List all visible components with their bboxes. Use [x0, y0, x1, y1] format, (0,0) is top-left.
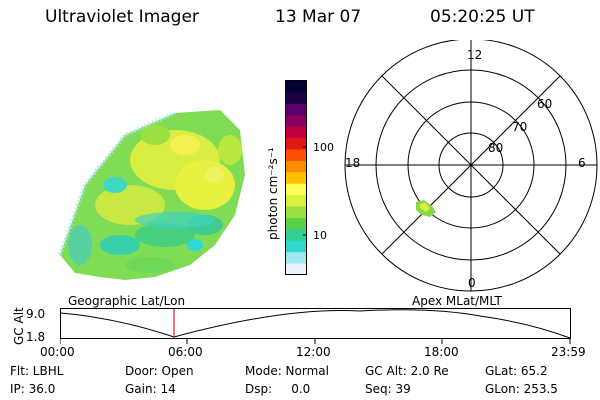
time: 05:20:25 UT — [430, 7, 535, 27]
colorbar-tick-100: 100 — [313, 141, 334, 154]
polar-panel-label: Apex MLat/MLT — [412, 294, 502, 308]
colorbar-cell — [286, 149, 306, 162]
lat-label-70: 70 — [512, 120, 528, 134]
colorbar-cell — [286, 126, 306, 139]
orbit-xtick: 23:59 — [551, 345, 586, 359]
orbit-axis-label: GC Alt — [12, 307, 26, 345]
colorbar-cell — [286, 138, 306, 150]
colorbar-cell — [286, 263, 306, 276]
date: 13 Mar 07 — [275, 7, 362, 27]
colorbar-cell — [286, 103, 306, 116]
orbit-ytick-bottom: 1.8 — [26, 330, 46, 344]
colorbar — [285, 80, 307, 276]
orbit-xtick: 18:00 — [424, 345, 459, 359]
lat-label-80: 80 — [488, 141, 504, 155]
auroral-image — [58, 110, 245, 280]
colorbar-cell — [286, 229, 306, 242]
filter-info: Flt: LBHL — [10, 364, 64, 378]
orbit-xtick: 12:00 — [296, 345, 331, 359]
glon-info: GLon: 253.5 — [485, 382, 558, 396]
colorbar-cell — [286, 252, 306, 265]
gain-info: Gain: 14 — [125, 382, 176, 396]
colorbar-cell — [286, 206, 306, 219]
colorbar-cell — [286, 195, 306, 208]
colorbar-cell — [286, 183, 306, 196]
colorbar-tick-10: 10 — [313, 229, 327, 242]
colorbar-cell — [286, 92, 306, 105]
dsp-info: Dsp: 0.0 — [245, 382, 311, 396]
orbit-xtick: 00:00 — [40, 345, 75, 359]
colorbar-cell — [286, 160, 306, 173]
title: Ultraviolet Imager — [45, 7, 199, 27]
seq-info: Seq: 39 — [365, 382, 411, 396]
mlt-label-18: 18 — [345, 156, 361, 170]
mode-info: Mode: Normal — [245, 364, 329, 378]
colorbar-cell — [286, 217, 306, 230]
colorbar-cell — [286, 172, 306, 185]
door-info: Door: Open — [125, 364, 194, 378]
orbit-ytick-top: 9.0 — [26, 307, 46, 321]
colorbar-cell — [286, 81, 306, 93]
ip-info: IP: 36.0 — [10, 382, 56, 396]
mlt-label-0: 0 — [468, 276, 476, 290]
glat-info: GLat: 65.2 — [485, 364, 548, 378]
gc-alt-info: GC Alt: 2.0 Re — [365, 364, 449, 378]
polar-plot — [344, 40, 598, 292]
image-panel-label: Geographic Lat/Lon — [68, 294, 186, 308]
orbit-plot — [60, 308, 571, 344]
orbit-xtick: 06:00 — [168, 345, 203, 359]
mlt-label-12: 12 — [467, 48, 483, 62]
colorbar-cell — [286, 240, 306, 253]
lat-label-60: 60 — [537, 97, 553, 111]
colorbar-unit-label: photon cm⁻²s⁻¹ — [266, 147, 280, 240]
colorbar-cell — [286, 115, 306, 128]
mlt-label-6: 6 — [578, 156, 586, 170]
